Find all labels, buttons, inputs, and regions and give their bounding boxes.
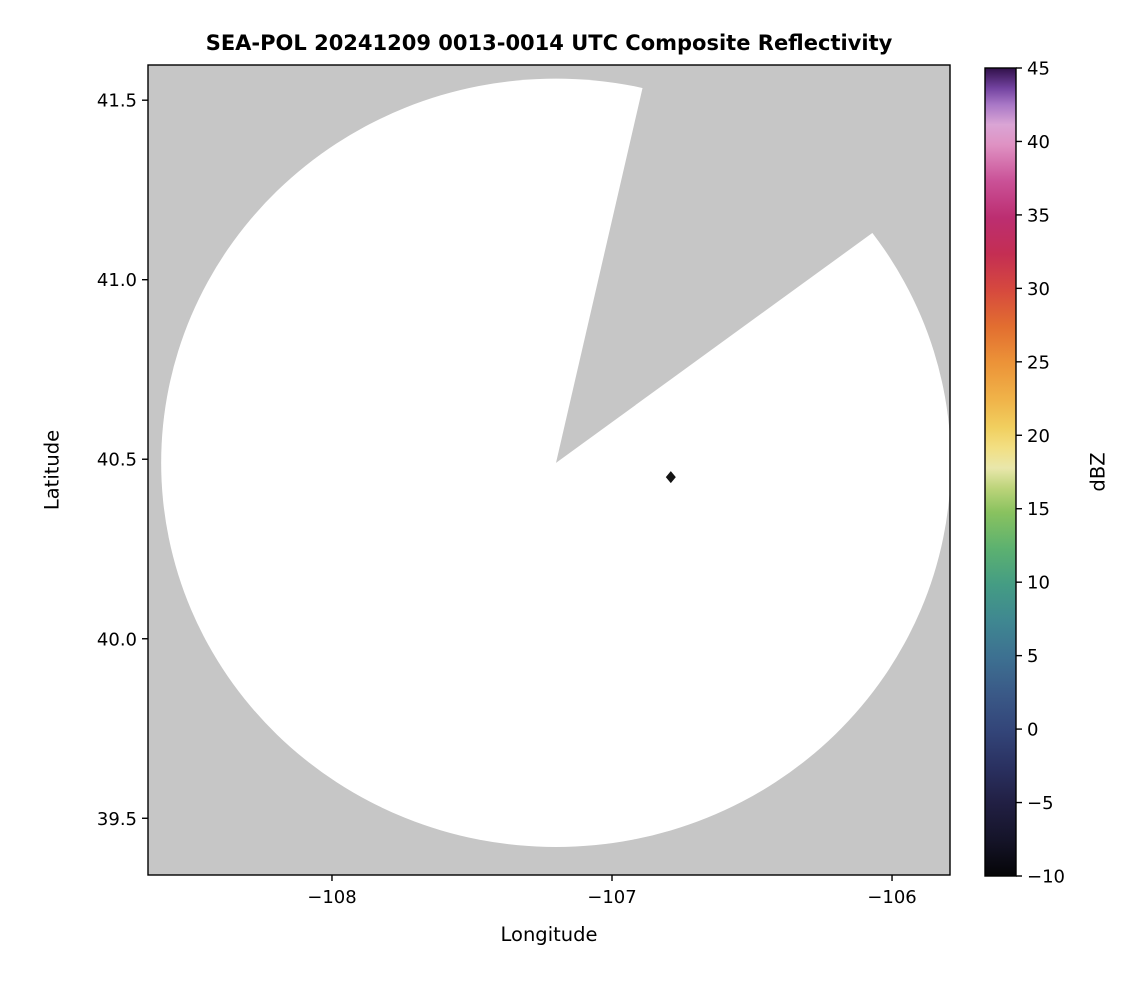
chart-title: SEA-POL 20241209 0013-0014 UTC Composite… [205, 31, 893, 55]
y-tick-label: 40.0 [97, 629, 137, 650]
axes-frame [147, 64, 951, 876]
y-tick-label: 41.5 [97, 91, 137, 112]
x-tick-label: −107 [587, 887, 636, 908]
echo-marker [665, 471, 676, 484]
colorbar-tick-label: 15 [1027, 499, 1050, 520]
x-axis-label: Longitude [500, 923, 598, 946]
colorbar-tick-label: 30 [1027, 279, 1050, 300]
y-tick-label: 39.5 [97, 809, 137, 830]
colorbar-label: dBZ [1086, 452, 1110, 492]
colorbar-tick-label: 40 [1027, 132, 1050, 153]
y-tick-label: 40.5 [97, 450, 137, 471]
colorbar-tick-label: −10 [1027, 867, 1065, 888]
colorbar-tick-label: 0 [1027, 720, 1038, 741]
colorbar-tick-label: 10 [1027, 573, 1050, 594]
colorbar-frame [984, 67, 1017, 877]
x-tick-label: −108 [307, 887, 356, 908]
colorbar-tick-label: 45 [1027, 59, 1050, 80]
x-tick-label: −106 [867, 887, 916, 908]
colorbar-tick-label: 20 [1027, 426, 1050, 447]
plot-area [148, 65, 950, 875]
colorbar-gradient [985, 68, 1016, 876]
colorbar-tick-label: −5 [1027, 793, 1054, 814]
y-tick-label: 41.0 [97, 270, 137, 291]
colorbar-tick-label: 35 [1027, 205, 1050, 226]
blocked-sector-wedge [556, 65, 950, 463]
colorbar-tick-label: 5 [1027, 646, 1038, 667]
colorbar-tick-label: 25 [1027, 352, 1050, 373]
y-axis-label: Latitude [40, 429, 64, 511]
